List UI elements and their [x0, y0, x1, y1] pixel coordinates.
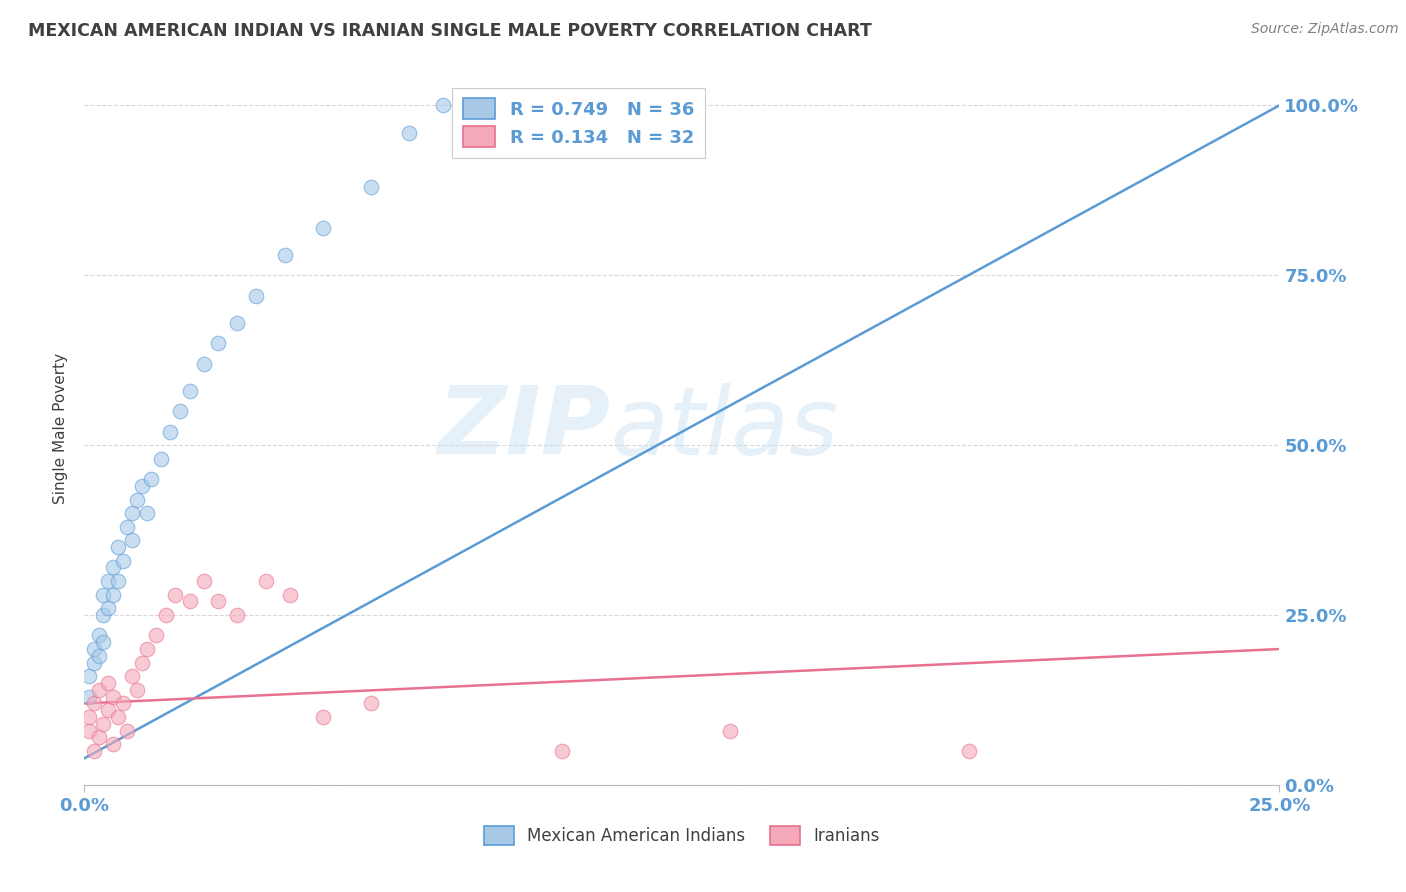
Point [93, 635, 115, 649]
Point [97, 703, 120, 717]
Point [107, 574, 129, 588]
Point [245, 288, 267, 302]
Point [274, 248, 297, 262]
Point [93, 716, 115, 731]
Point [101, 588, 124, 602]
Point [312, 710, 335, 724]
Point [155, 608, 177, 623]
Point [432, 98, 454, 112]
Point [551, 744, 574, 758]
Point [83, 656, 105, 670]
Point [117, 519, 139, 533]
Point [97, 676, 120, 690]
Point [179, 384, 201, 398]
Point [97, 601, 120, 615]
Point [107, 710, 129, 724]
Point [360, 697, 382, 711]
Point [193, 574, 215, 588]
Point [83, 697, 105, 711]
Point [159, 425, 181, 439]
Point [226, 608, 249, 623]
Point [117, 723, 139, 738]
Point [77, 710, 100, 724]
Point [312, 220, 335, 235]
Point [125, 682, 148, 697]
Point [77, 669, 100, 683]
Point [107, 540, 129, 554]
Point [145, 628, 167, 642]
Text: MEXICAN AMERICAN INDIAN VS IRANIAN SINGLE MALE POVERTY CORRELATION CHART: MEXICAN AMERICAN INDIAN VS IRANIAN SINGL… [28, 22, 872, 40]
Point [93, 588, 115, 602]
Point [193, 357, 215, 371]
Text: Source: ZipAtlas.com: Source: ZipAtlas.com [1251, 22, 1399, 37]
Point [93, 608, 115, 623]
Point [83, 744, 105, 758]
Point [83, 642, 105, 657]
Text: ZIP: ZIP [437, 382, 610, 475]
Point [101, 560, 124, 574]
Point [398, 126, 420, 140]
Point [207, 594, 229, 608]
Point [957, 744, 980, 758]
Point [278, 588, 301, 602]
Point [77, 690, 100, 704]
Point [121, 669, 143, 683]
Point [135, 506, 157, 520]
Point [87, 628, 110, 642]
Point [111, 697, 134, 711]
Point [97, 574, 120, 588]
Point [169, 404, 191, 418]
Point [141, 472, 163, 486]
Point [179, 594, 201, 608]
Point [254, 574, 277, 588]
Legend: Mexican American Indians, Iranians: Mexican American Indians, Iranians [474, 816, 890, 855]
Text: atlas: atlas [610, 383, 838, 474]
Point [87, 731, 110, 745]
Point [125, 492, 148, 507]
Point [101, 690, 124, 704]
Point [131, 479, 153, 493]
Point [121, 533, 143, 548]
Point [87, 682, 110, 697]
Point [165, 588, 187, 602]
Point [121, 506, 143, 520]
Point [135, 642, 157, 657]
Point [149, 451, 172, 466]
Point [226, 316, 249, 330]
Point [360, 180, 382, 194]
Point [111, 554, 134, 568]
Point [718, 723, 741, 738]
Point [77, 723, 100, 738]
Point [207, 336, 229, 351]
Point [87, 648, 110, 663]
Point [131, 656, 153, 670]
Y-axis label: Single Male Poverty: Single Male Poverty [53, 352, 69, 504]
Point [101, 737, 124, 751]
